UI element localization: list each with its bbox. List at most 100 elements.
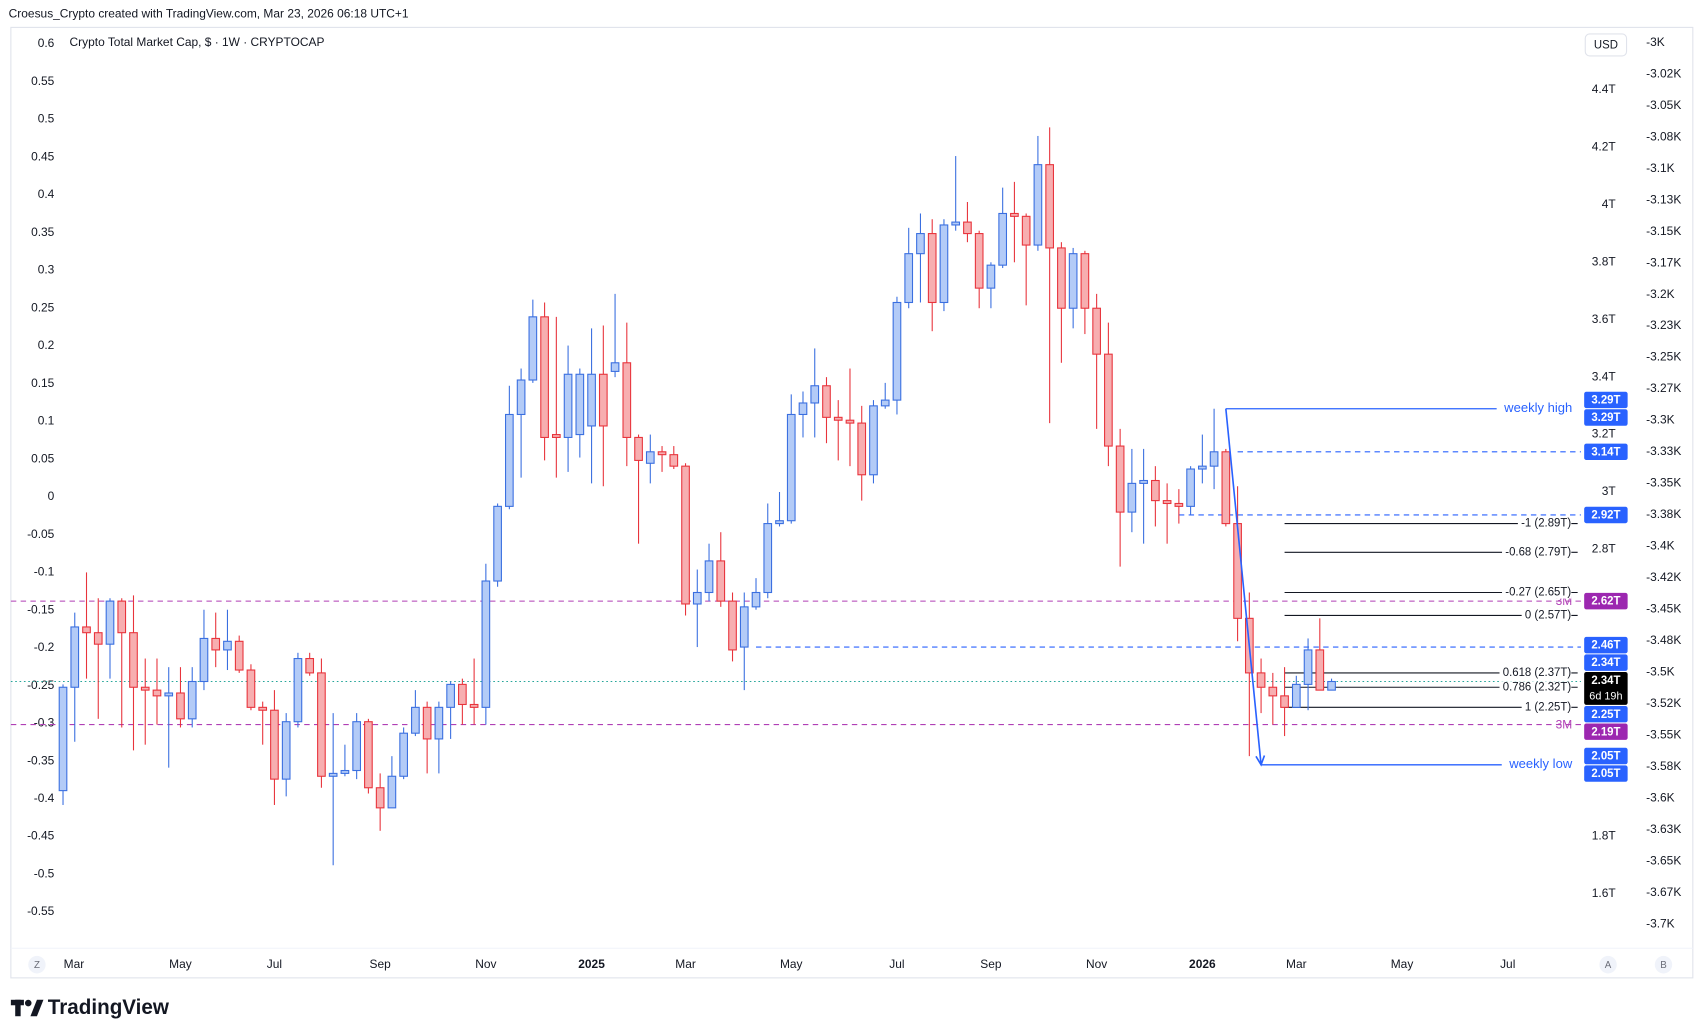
y3-tick-label: -3.65K bbox=[1646, 853, 1681, 867]
y2-tick-label: -0.3 bbox=[34, 715, 55, 729]
y2-tick-label: 0.55 bbox=[31, 74, 55, 88]
candle-body bbox=[1256, 672, 1266, 688]
candle-body bbox=[1209, 451, 1219, 467]
fib-label-bg bbox=[1517, 517, 1572, 530]
candle-body bbox=[869, 405, 878, 476]
y2-tick-label: -0.15 bbox=[27, 602, 55, 616]
scale-label[interactable]: A bbox=[1605, 960, 1612, 971]
candle-body bbox=[798, 402, 808, 416]
candle-body bbox=[281, 721, 291, 780]
fib-label-bg bbox=[1502, 586, 1572, 599]
candle-body bbox=[904, 253, 914, 304]
y3-tick-label: -3.02K bbox=[1646, 66, 1681, 80]
fib-label: 0.618 (2.37T) bbox=[1503, 667, 1572, 679]
candle-body bbox=[422, 706, 432, 740]
chart-title: Crypto Total Market Cap, $ · 1W · CRYPTO… bbox=[70, 35, 325, 49]
scale-button[interactable] bbox=[1599, 955, 1617, 974]
x-tick-label: May bbox=[1391, 957, 1414, 971]
price-badge-label: 3.29T bbox=[1591, 412, 1620, 424]
candle-body bbox=[399, 732, 408, 777]
x-tick-label: Mar bbox=[675, 957, 696, 971]
y3-tick-label: -3.58K bbox=[1646, 759, 1681, 773]
y3-tick-label: -3.05K bbox=[1646, 98, 1681, 112]
candle-body bbox=[375, 787, 385, 809]
y2-tick-label: 0.25 bbox=[31, 300, 55, 314]
candle-body bbox=[1174, 502, 1184, 507]
arrow-head bbox=[1255, 755, 1266, 767]
candle-body bbox=[845, 419, 855, 424]
candle-body bbox=[117, 600, 127, 634]
logo: TradingView bbox=[48, 996, 170, 1019]
y2-tick-label: -0.25 bbox=[27, 678, 55, 692]
candle-body bbox=[763, 523, 773, 594]
candle-body bbox=[610, 362, 620, 372]
candle-body bbox=[223, 640, 232, 651]
candle-body bbox=[974, 233, 984, 289]
y-tick-label: 1.6T bbox=[1592, 886, 1617, 900]
price-badge bbox=[1584, 654, 1628, 671]
y-tick-label: 3T bbox=[1602, 484, 1617, 498]
x-tick-label: Nov bbox=[1086, 957, 1107, 971]
y3-tick-label: -3.33K bbox=[1646, 444, 1681, 458]
y3-tick-label: -3.35K bbox=[1646, 476, 1681, 490]
y2-tick-label: -0.4 bbox=[34, 791, 55, 805]
candle-body bbox=[1151, 479, 1160, 502]
x-tick-label: Sep bbox=[370, 957, 392, 971]
candle-body bbox=[927, 233, 937, 304]
candle-body bbox=[951, 221, 961, 226]
currency[interactable]: USD bbox=[1594, 39, 1618, 51]
candle-body bbox=[1104, 353, 1113, 447]
candle-body bbox=[857, 422, 867, 476]
y3-tick-label: -3K bbox=[1646, 35, 1665, 49]
candle-body bbox=[516, 379, 526, 416]
candle-body bbox=[293, 657, 303, 723]
y2-tick-label: 0.15 bbox=[31, 376, 55, 390]
candle-body bbox=[1068, 253, 1078, 309]
y3-tick-label: -3.63K bbox=[1646, 822, 1681, 836]
currency-box[interactable] bbox=[1584, 33, 1628, 57]
candle-body bbox=[1162, 500, 1172, 505]
price-badge bbox=[1584, 705, 1628, 723]
zoom-button[interactable] bbox=[28, 955, 46, 974]
candle-body bbox=[176, 692, 185, 720]
candle-body bbox=[751, 591, 761, 608]
y2-tick-label: -0.5 bbox=[34, 866, 55, 880]
price-badge bbox=[1584, 636, 1628, 654]
scale-label[interactable]: B bbox=[1660, 960, 1667, 971]
zoom-label[interactable]: Z bbox=[34, 960, 40, 971]
fib-label: -0.27 (2.65T) bbox=[1505, 587, 1571, 599]
fib-label-bg bbox=[1499, 681, 1572, 694]
candle-body bbox=[1198, 465, 1207, 470]
candle-body bbox=[270, 709, 279, 780]
y3-tick-label: -3.08K bbox=[1646, 129, 1681, 143]
candle-body bbox=[622, 362, 632, 438]
y2-tick-label: 0.05 bbox=[31, 451, 55, 465]
candle-body bbox=[317, 672, 326, 777]
y2-tick-label: -0.55 bbox=[27, 904, 55, 918]
candle-body bbox=[1021, 215, 1031, 246]
candle-body bbox=[1268, 686, 1278, 697]
price-badge-label: 2.62T bbox=[1591, 596, 1620, 608]
price-badge-label: 3.14T bbox=[1591, 446, 1620, 458]
candle-body bbox=[1315, 649, 1325, 691]
candle-body bbox=[1010, 212, 1019, 217]
candle-body bbox=[892, 301, 902, 401]
attribution: Croesus_Crypto created with TradingView.… bbox=[9, 6, 409, 20]
scale-button[interactable] bbox=[1654, 955, 1673, 974]
price-badge bbox=[1584, 391, 1628, 409]
y3-tick-label: -3.13K bbox=[1646, 192, 1681, 206]
y3-tick-label: -3.3K bbox=[1646, 413, 1675, 427]
x-tick-label: Jul bbox=[1500, 957, 1515, 971]
y-tick-label: 2.8T bbox=[1592, 542, 1617, 556]
candle-body bbox=[1139, 479, 1148, 484]
candle-body bbox=[528, 316, 538, 381]
candle-body bbox=[234, 640, 244, 671]
candle-body bbox=[716, 560, 726, 602]
candle-body bbox=[939, 224, 949, 304]
candle-body bbox=[587, 373, 596, 427]
x-tick-label: May bbox=[169, 957, 192, 971]
candle-body bbox=[551, 434, 561, 438]
candle-body bbox=[598, 373, 608, 427]
price-badge-label: 2.34T bbox=[1591, 675, 1620, 687]
